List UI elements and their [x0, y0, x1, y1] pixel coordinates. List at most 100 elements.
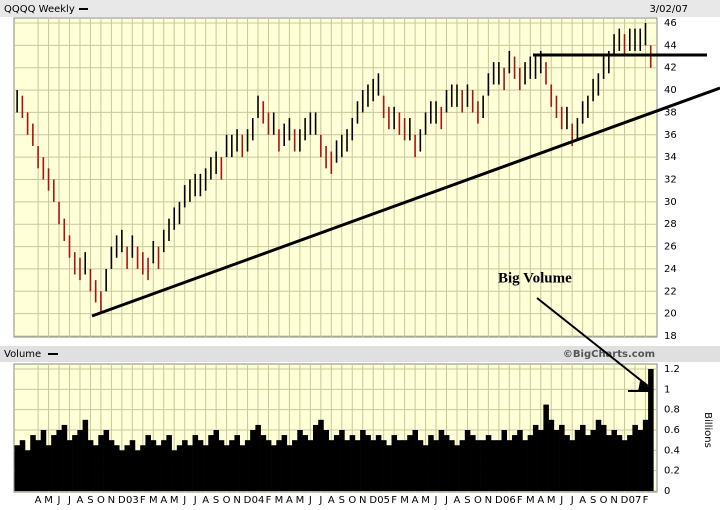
x-tick-label: M: [170, 495, 179, 506]
volume-bar: [129, 440, 136, 491]
volume-bar: [187, 445, 193, 491]
volume-bar: [318, 419, 324, 491]
volume-bar: [396, 440, 403, 491]
x-tick-label: J: [57, 495, 61, 506]
volume-bar: [108, 440, 115, 491]
volume-bar: [77, 430, 83, 491]
volume-bar: [229, 440, 235, 491]
volume-bar: [292, 440, 298, 491]
x-tick-label: S: [213, 495, 219, 506]
x-tick-label: O: [348, 495, 356, 506]
volume-bar: [255, 424, 261, 491]
x-tick-label: A: [328, 495, 335, 506]
volume-bar: [590, 430, 597, 491]
volume-bar: [454, 445, 460, 491]
volume-bar: [595, 419, 602, 491]
volume-bar: [459, 440, 466, 491]
volume-bar: [302, 435, 309, 491]
volume-bar: [333, 435, 340, 491]
volume-bar: [548, 419, 555, 491]
trendline: [91, 86, 720, 318]
volume-bar: [134, 450, 141, 491]
volume-bar: [87, 440, 94, 491]
x-tick-label: D: [118, 495, 126, 506]
volume-bar: [627, 435, 633, 491]
volume-bar: [14, 445, 21, 491]
x-tick-label: M: [44, 495, 53, 506]
volume-bar: [312, 424, 319, 491]
volume-bar: [250, 430, 256, 491]
volume-bar: [464, 430, 471, 491]
x-tick-label: S: [339, 495, 345, 506]
volume-bar: [428, 435, 434, 491]
volume-bar: [150, 440, 157, 491]
volume-bar: [328, 440, 335, 491]
x-tick-label: F: [391, 495, 397, 506]
volume-bar: [197, 440, 204, 491]
volume-bar: [51, 435, 57, 491]
volume-bar: [24, 450, 31, 491]
volume-bar: [281, 435, 288, 491]
x-tick-label: F: [517, 495, 523, 506]
volume-bar: [260, 435, 267, 491]
x-tick-label: J: [318, 495, 322, 506]
x-tick-label: J: [570, 495, 574, 506]
y-tick-label: 26: [664, 242, 677, 253]
volume-bar: [213, 430, 220, 491]
chart-title: QQQQ Weekly: [4, 4, 75, 15]
volume-bar: [360, 430, 366, 491]
x-tick-label: N: [108, 495, 115, 506]
x-tick-label: M: [275, 495, 284, 506]
x-tick-label: A: [537, 495, 544, 506]
y-tick-label: 1: [664, 384, 670, 395]
x-tick-label: 06: [503, 495, 516, 506]
volume-bar: [543, 404, 549, 491]
volume-bar: [103, 430, 110, 491]
volume-bar: [30, 435, 36, 491]
volume-bar: [438, 430, 445, 491]
volume-bar: [511, 435, 518, 491]
y-tick-label: 1.2: [664, 364, 680, 375]
volume-bar: [611, 430, 617, 491]
volume-bar: [124, 445, 131, 491]
volume-bar: [501, 430, 508, 491]
volume-bar: [339, 430, 345, 491]
x-tick-label: D: [369, 495, 377, 506]
volume-bar: [45, 445, 52, 491]
x-tick-label: A: [579, 495, 586, 506]
x-tick-label: M: [400, 495, 409, 506]
volume-bar: [370, 440, 377, 491]
volume-bar: [417, 440, 424, 491]
volume-bar: [192, 435, 199, 491]
volume-bar: [344, 440, 350, 491]
x-tick-label: J: [444, 495, 448, 506]
x-tick-label: F: [140, 495, 146, 506]
x-tick-label: J: [67, 495, 71, 506]
y-tick-label: 40: [664, 85, 677, 96]
volume-bar: [600, 424, 607, 491]
volume-bar: [517, 430, 523, 491]
volume-bar: [19, 440, 26, 491]
x-tick-label: O: [223, 495, 231, 506]
volume-bar: [239, 445, 246, 491]
volume-bar: [234, 435, 240, 491]
volume-bar: [648, 369, 654, 491]
volume-bar: [297, 430, 303, 491]
volume-bar: [580, 424, 586, 491]
volume-bar: [82, 419, 89, 491]
y-tick-label: 18: [664, 331, 677, 342]
y-tick-label: 22: [664, 286, 677, 297]
volume-bar: [35, 440, 42, 491]
volume-bar: [381, 440, 387, 491]
volume-bar: [271, 445, 277, 491]
y-tick-label: 34: [664, 152, 677, 163]
x-tick-label: N: [233, 495, 240, 506]
volume-bar: [171, 450, 178, 491]
volume-bar: [93, 445, 99, 491]
volume-bar: [223, 445, 230, 491]
volume-bar: [480, 440, 487, 491]
x-tick-label: J: [559, 495, 563, 506]
x-tick-label: 05: [377, 495, 390, 506]
x-tick-label: 07: [629, 495, 642, 506]
